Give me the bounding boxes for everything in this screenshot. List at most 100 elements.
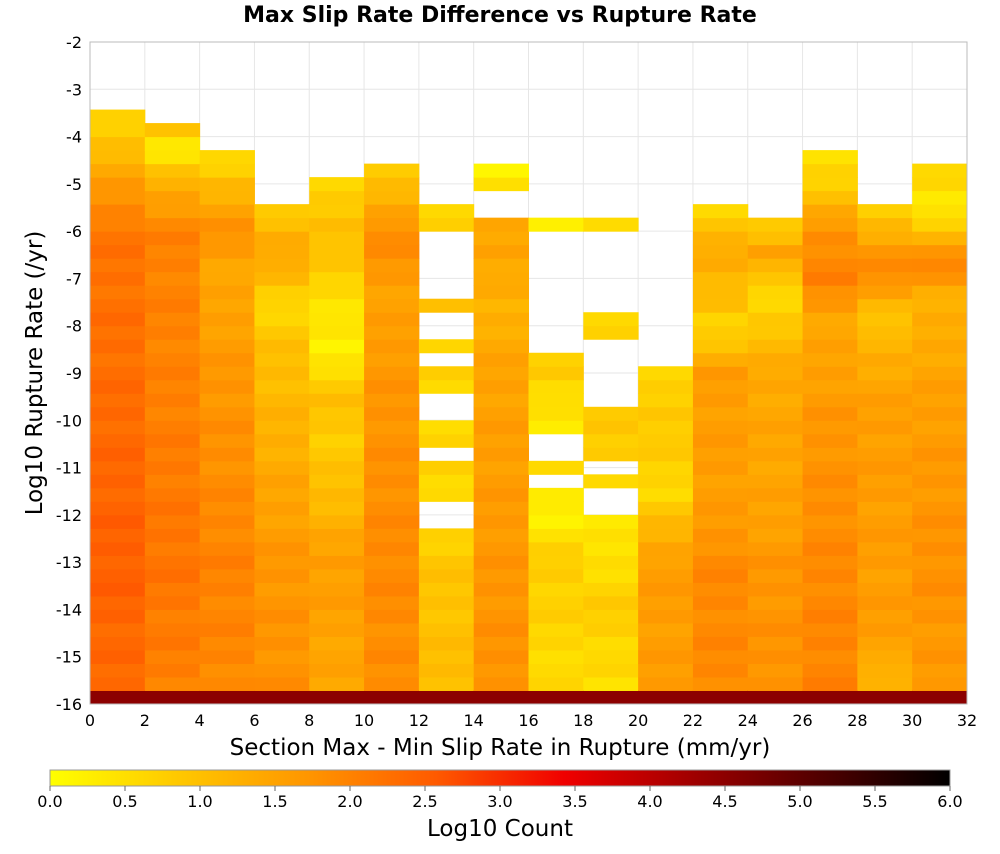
heatmap-cell: [309, 568, 365, 583]
heatmap-cell: [144, 690, 201, 705]
heatmap-cell: [692, 568, 749, 583]
heatmap-cell: [90, 420, 146, 435]
heatmap-cell: [254, 460, 310, 475]
heatmap-cell: [364, 690, 420, 705]
colorbar-label: Log10 Count: [427, 816, 573, 842]
heatmap-cell: [90, 217, 146, 232]
heatmap-cell: [309, 379, 365, 394]
heatmap-cell: [638, 366, 694, 381]
heatmap-cell: [90, 676, 146, 691]
heatmap-cell: [473, 285, 529, 300]
heatmap-cell: [583, 663, 639, 678]
heatmap-cell: [418, 568, 475, 583]
heatmap-cell: [857, 352, 913, 367]
heatmap-cell: [418, 339, 475, 354]
heatmap-cell: [364, 244, 420, 259]
heatmap-cell: [364, 676, 420, 691]
heatmap-cell: [473, 447, 529, 462]
heatmap-cell: [583, 649, 639, 664]
colorbar-tick-label: 6.0: [937, 792, 962, 811]
heatmap-cell: [254, 622, 310, 637]
heatmap-cell: [638, 447, 694, 462]
heatmap-cell: [912, 487, 968, 502]
heatmap-cell: [692, 298, 749, 313]
heatmap-cell: [254, 312, 310, 327]
heatmap-cell: [528, 366, 584, 381]
heatmap-cell: [802, 460, 858, 475]
heatmap-cell: [528, 514, 584, 529]
chart-title: Max Slip Rate Difference vs Rupture Rate: [243, 3, 757, 28]
heatmap-cell: [802, 258, 858, 273]
x-tick-label: 18: [573, 711, 593, 730]
y-axis-ticks: -2 -3 -4 -5 -6 -7 -8 -9 -10 -11 -12 -13 -14 -15 -16: [56, 33, 82, 714]
y-tick-label: -12: [56, 506, 82, 525]
heatmap-cell: [912, 312, 968, 327]
heatmap-cell: [747, 663, 804, 678]
heatmap-cell: [802, 339, 858, 354]
heatmap-cell: [912, 204, 968, 219]
heatmap-cell: [747, 528, 804, 543]
heatmap-cell: [473, 271, 529, 286]
heatmap-cell: [692, 217, 749, 232]
heatmap-cell: [90, 123, 146, 138]
heatmap-cell: [309, 420, 365, 435]
heatmap-cell: [418, 636, 475, 651]
heatmap-cell: [747, 298, 804, 313]
heatmap-cell: [309, 298, 365, 313]
x-tick-label: 14: [464, 711, 484, 730]
heatmap-cell: [857, 541, 913, 556]
heatmap-cell: [802, 298, 858, 313]
heatmap-cell: [692, 622, 749, 637]
heatmap-cell: [912, 244, 968, 259]
heatmap-cell: [583, 636, 639, 651]
heatmap-cell: [473, 663, 529, 678]
heatmap-cell: [144, 352, 201, 367]
heatmap-cell: [528, 217, 584, 232]
x-tick-label: 6: [249, 711, 259, 730]
heatmap-cell: [364, 366, 420, 381]
heatmap-cell: [254, 352, 310, 367]
heatmap-cell: [912, 352, 968, 367]
heatmap-cell: [199, 366, 255, 381]
heatmap-cell: [912, 406, 968, 421]
heatmap-cell: [747, 514, 804, 529]
heatmap-cell: [528, 663, 584, 678]
heatmap-cell: [90, 690, 146, 705]
heatmap-cell: [199, 501, 255, 516]
heatmap-cell: [802, 487, 858, 502]
heatmap-cell: [528, 609, 584, 624]
heatmap-cell: [144, 163, 201, 178]
heatmap-cell: [692, 339, 749, 354]
heatmap-cell: [144, 177, 201, 192]
y-tick-label: -9: [66, 364, 82, 383]
heatmap-cell: [528, 393, 584, 408]
heatmap-cell: [90, 136, 146, 151]
heatmap-cell: [364, 501, 420, 516]
heatmap-cell: [254, 271, 310, 286]
colorbar-tick-label: 3.5: [562, 792, 587, 811]
heatmap-cell: [802, 285, 858, 300]
heatmap-cell: [144, 150, 201, 165]
heatmap-cell: [418, 204, 475, 219]
heatmap-cell: [857, 217, 913, 232]
heatmap-cell: [638, 663, 694, 678]
y-tick-label: -11: [56, 459, 82, 478]
heatmap-cell: [912, 474, 968, 489]
heatmap-cell: [802, 244, 858, 259]
heatmap-cell: [199, 676, 255, 691]
heatmap-cell: [747, 339, 804, 354]
heatmap-cell: [912, 528, 968, 543]
heatmap-cell: [199, 312, 255, 327]
heatmap-cell: [90, 460, 146, 475]
heatmap-cell: [857, 298, 913, 313]
heatmap-cell: [90, 514, 146, 529]
heatmap-cell: [144, 217, 201, 232]
heatmap-cell: [692, 244, 749, 259]
colorbar-tick-label: 4.0: [637, 792, 662, 811]
heatmap-cell: [802, 312, 858, 327]
heatmap-cell: [747, 231, 804, 246]
heatmap-cell: [418, 528, 475, 543]
heatmap-cell: [90, 663, 146, 678]
heatmap-cell: [364, 312, 420, 327]
heatmap-cell: [309, 393, 365, 408]
